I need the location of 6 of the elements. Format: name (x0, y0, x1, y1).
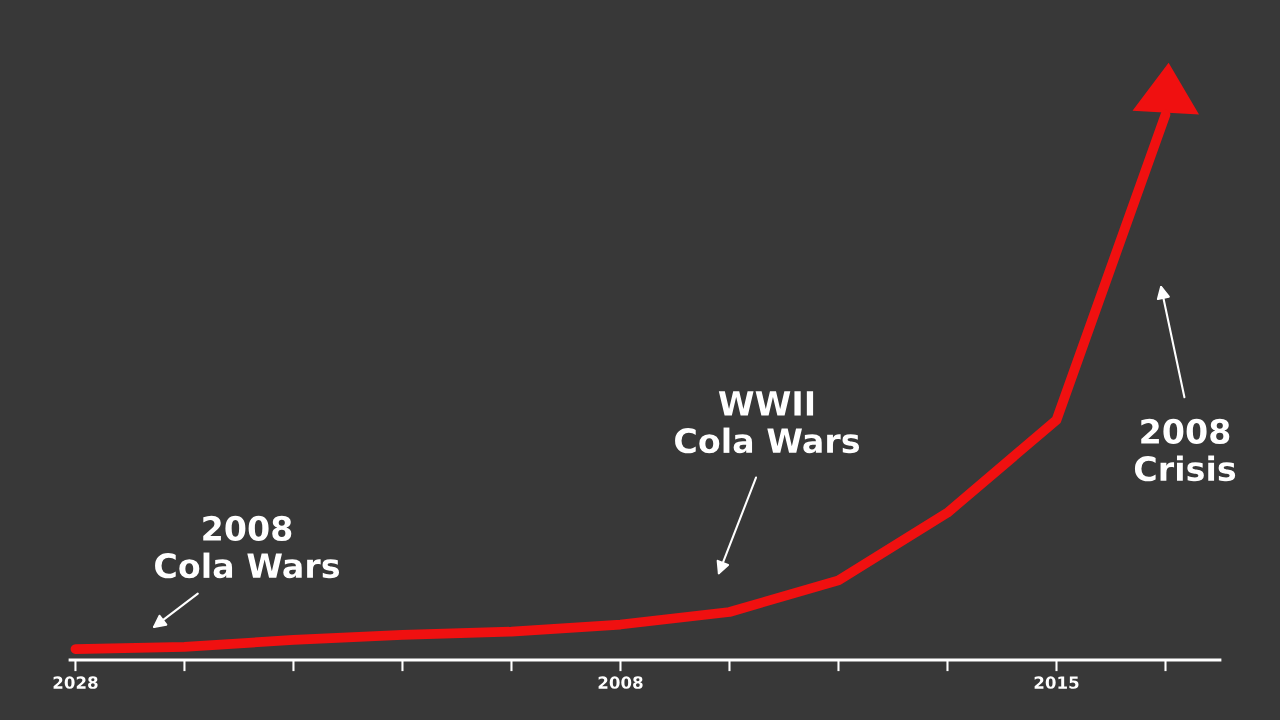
x-tick-label: 2008 (598, 676, 643, 689)
x-tick-label: 2015 (1034, 676, 1079, 689)
annotation: WWII Cola Wars (675, 391, 860, 454)
x-tick-label: 2028 (53, 676, 98, 689)
annotation: 2008 Cola Wars (155, 515, 340, 579)
annotation: 2008 Crisis (1134, 418, 1236, 482)
